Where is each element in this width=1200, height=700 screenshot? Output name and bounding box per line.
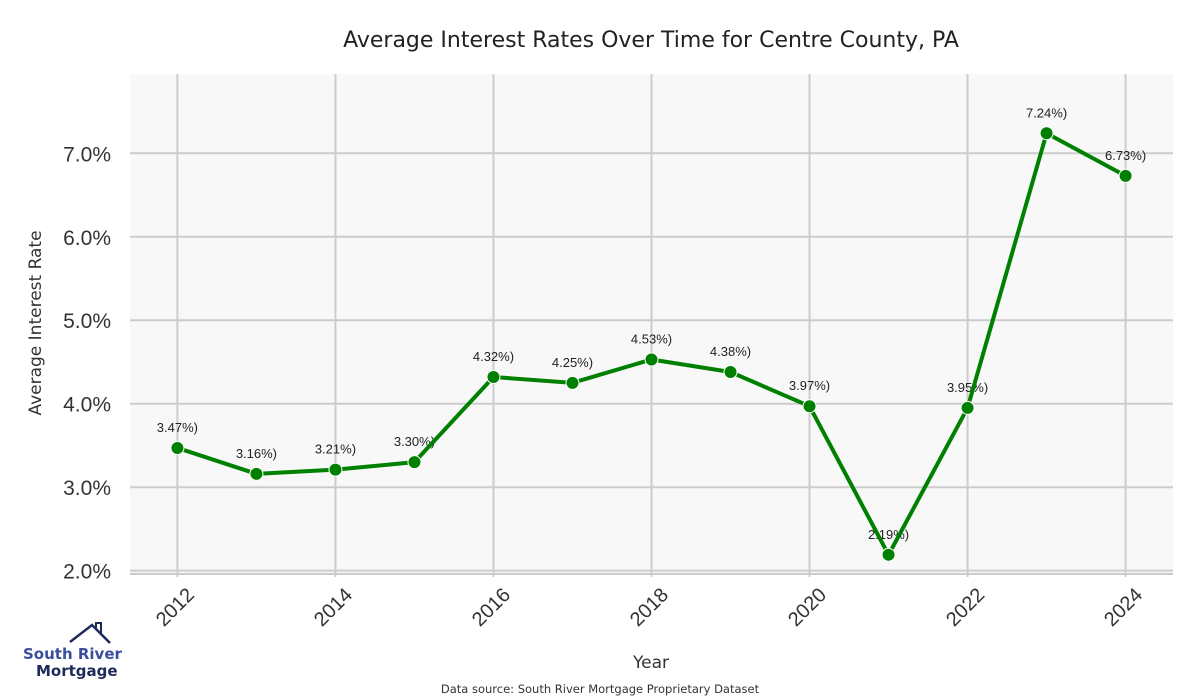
- data-markers: [170, 126, 1133, 562]
- x-tick-label: 2024: [1100, 584, 1147, 631]
- data-labels: 3.47%) 3.16%) 3.21%) 3.30%) 4.32%) 4.25%) 4.53…: [157, 105, 1146, 542]
- x-tick-label: 2022: [942, 584, 989, 631]
- y-tick-label: 5.0%: [63, 310, 111, 333]
- y-axis-label: Average Interest Rate: [26, 230, 46, 415]
- x-gridlines: [176, 74, 1127, 577]
- x-tick-label: 2018: [626, 584, 673, 631]
- y-tick-label: 4.0%: [63, 394, 111, 417]
- data-point-marker: [1118, 168, 1133, 183]
- y-tick-label: 7.0%: [63, 143, 111, 166]
- data-label: 3.21%): [315, 442, 356, 457]
- data-label: 4.32%): [473, 349, 514, 364]
- data-label: 6.73%): [1105, 148, 1146, 163]
- data-point-marker: [723, 364, 738, 379]
- logo-text-line1: South River: [23, 645, 123, 663]
- data-label: 7.24%): [1026, 105, 1067, 120]
- data-point-marker: [328, 462, 343, 477]
- data-point-marker: [960, 400, 975, 415]
- x-tick-label: 2016: [468, 584, 515, 631]
- south-river-mortgage-logo: South River Mortgage: [23, 622, 123, 680]
- data-point-marker: [1039, 126, 1054, 141]
- data-label: 3.30%): [394, 434, 435, 449]
- house-roof-icon: [69, 623, 111, 644]
- data-point-marker: [881, 547, 896, 562]
- data-label: 4.25%): [552, 355, 593, 370]
- x-axis-label: Year: [632, 653, 669, 673]
- data-label: 3.95%): [947, 380, 988, 395]
- data-point-marker: [407, 455, 422, 470]
- data-point-marker: [249, 466, 264, 481]
- data-label: 4.53%): [631, 331, 672, 346]
- x-tick-labels: 2012 2014 2016 2018 2020 2022 2024: [152, 584, 1147, 631]
- data-point-marker: [486, 370, 501, 385]
- x-tick-label: 2014: [310, 584, 357, 631]
- y-tick-label: 6.0%: [63, 227, 111, 250]
- data-point-marker: [644, 352, 659, 367]
- x-tick-label: 2012: [152, 584, 199, 631]
- chimney-icon: [95, 622, 102, 633]
- data-point-marker: [170, 440, 185, 455]
- data-label: 3.16%): [236, 446, 277, 461]
- y-tick-labels: 2.0% 3.0% 4.0% 5.0% 6.0% 7.0%: [63, 143, 111, 583]
- data-label: 4.38%): [710, 344, 751, 359]
- logo-text-line2: Mortgage: [36, 662, 118, 680]
- data-source-note: Data source: South River Mortgage Propri…: [441, 682, 760, 696]
- x-tick-label: 2020: [784, 584, 831, 631]
- data-label: 3.97%): [789, 378, 830, 393]
- y-gridlines: [130, 152, 1173, 572]
- data-label: 3.47%): [157, 420, 198, 435]
- data-point-marker: [565, 375, 580, 390]
- y-tick-label: 2.0%: [63, 561, 111, 584]
- chart-title: Average Interest Rates Over Time for Cen…: [343, 28, 959, 53]
- y-tick-label: 3.0%: [63, 477, 111, 500]
- data-point-marker: [802, 399, 817, 414]
